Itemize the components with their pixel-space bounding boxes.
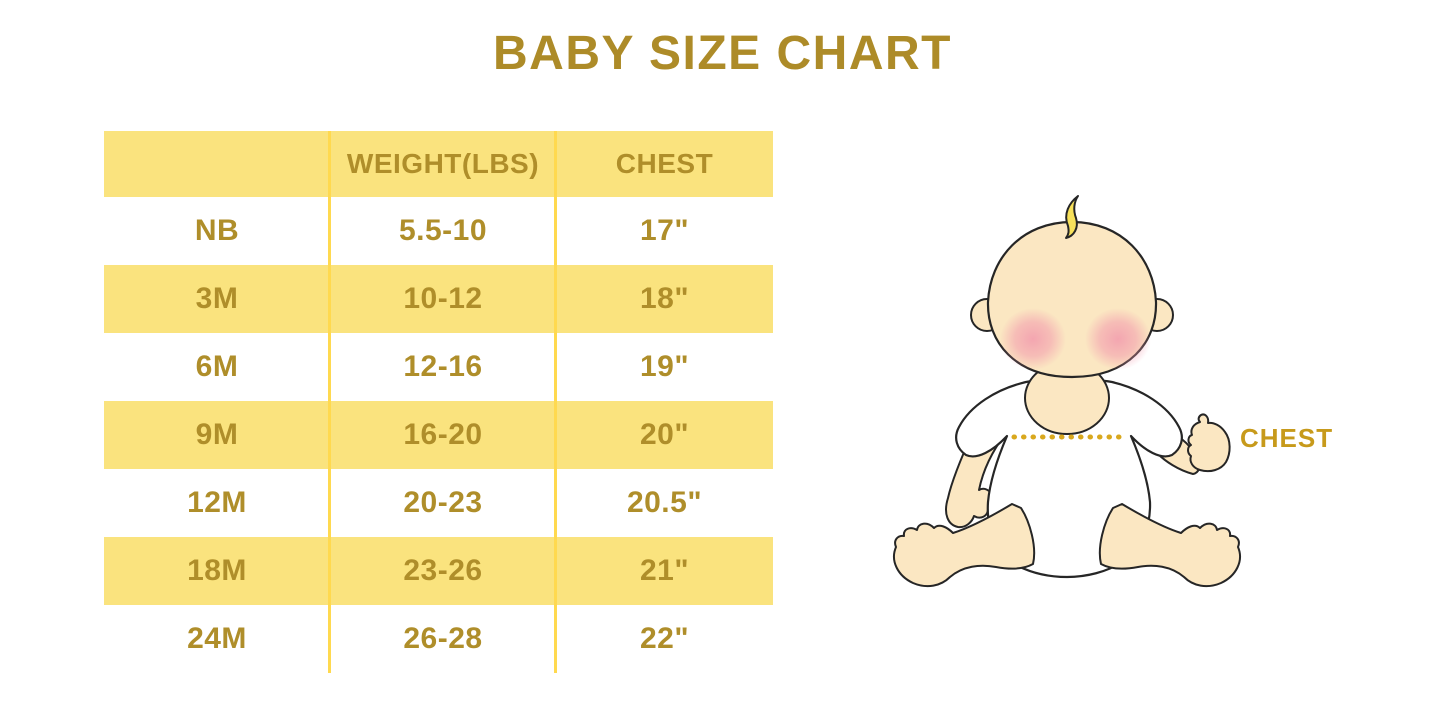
cell-size: 24M bbox=[187, 622, 247, 655]
cell-chest: 22" bbox=[639, 622, 690, 655]
cell-size: 3M bbox=[195, 282, 239, 315]
baby-hair-curl bbox=[1065, 195, 1079, 239]
column-divider bbox=[554, 131, 557, 673]
baby-right-fist bbox=[1187, 413, 1231, 473]
cell-chest: 20" bbox=[639, 418, 690, 451]
cell-chest: 17" bbox=[639, 214, 690, 247]
cell-weight: 12-16 bbox=[403, 350, 483, 383]
baby-illustration: CHEST bbox=[860, 170, 1360, 620]
baby-left-leg bbox=[893, 503, 1036, 588]
table-row: NB 5.5-10 17" bbox=[104, 197, 773, 265]
baby-blush-left bbox=[1000, 308, 1066, 370]
table-row: 18M 23-26 21" bbox=[104, 537, 773, 605]
cell-chest: 21" bbox=[639, 554, 690, 587]
cell-size: 12M bbox=[187, 486, 247, 519]
table-row: 12M 20-23 20.5" bbox=[104, 469, 773, 537]
chest-label: CHEST bbox=[1240, 423, 1333, 453]
cell-size: NB bbox=[194, 214, 240, 247]
column-divider bbox=[328, 131, 331, 673]
header-cell-size bbox=[104, 131, 330, 197]
cell-weight: 26-28 bbox=[403, 622, 483, 655]
cell-weight: 10-12 bbox=[403, 282, 483, 315]
table-row: 3M 10-12 18" bbox=[104, 265, 773, 333]
cell-chest: 20.5" bbox=[626, 486, 703, 519]
cell-size: 6M bbox=[195, 350, 239, 383]
table-row: 24M 26-28 22" bbox=[104, 605, 773, 673]
table-header-row: WEIGHT(LBS) CHEST bbox=[104, 131, 773, 197]
header-cell-chest: CHEST bbox=[615, 148, 714, 179]
cell-chest: 18" bbox=[639, 282, 690, 315]
cell-weight: 5.5-10 bbox=[398, 214, 488, 247]
cell-weight: 16-20 bbox=[403, 418, 483, 451]
cell-weight: 23-26 bbox=[403, 554, 483, 587]
cell-weight: 20-23 bbox=[403, 486, 483, 519]
table-row: 9M 16-20 20" bbox=[104, 401, 773, 469]
size-table: WEIGHT(LBS) CHEST NB 5.5-10 17" 3M 10-12… bbox=[104, 131, 773, 673]
baby-blush-right bbox=[1085, 308, 1151, 370]
cell-size: 9M bbox=[195, 418, 239, 451]
header-cell-weight: WEIGHT(LBS) bbox=[346, 148, 540, 179]
page-title: BABY SIZE CHART bbox=[493, 27, 952, 80]
table-row: 6M 12-16 19" bbox=[104, 333, 773, 401]
cell-chest: 19" bbox=[639, 350, 690, 383]
cell-size: 18M bbox=[187, 554, 247, 587]
baby-right-leg bbox=[1098, 503, 1241, 588]
